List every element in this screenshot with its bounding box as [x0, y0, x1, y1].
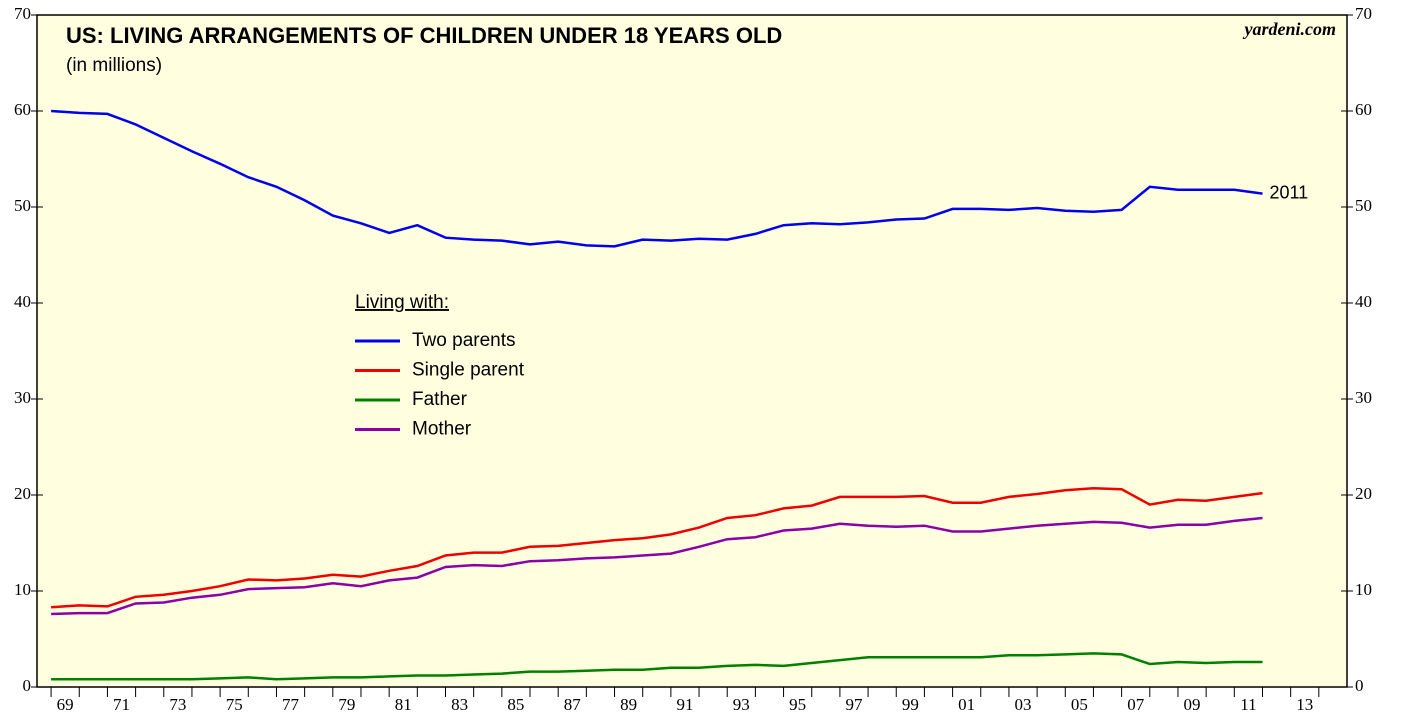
- x-tick-label: 83: [451, 695, 468, 714]
- series-line: [51, 652, 1263, 681]
- y2-tick-label: 10: [1355, 580, 1372, 599]
- x-tick-label: 81: [395, 695, 412, 714]
- x-tick-label: 05: [1071, 695, 1088, 714]
- x-tick-label: 99: [902, 695, 919, 714]
- y-tick-label: 60: [14, 100, 31, 119]
- x-tick-label: 93: [733, 695, 750, 714]
- series-line: [51, 487, 1263, 609]
- y-tick-label: 40: [14, 292, 31, 311]
- chart-title: US: LIVING ARRANGEMENTS OF CHILDREN UNDE…: [66, 23, 782, 48]
- x-tick-label: 87: [564, 695, 582, 714]
- x-tick-label: 07: [1127, 695, 1145, 714]
- source: yardeni.com: [1243, 19, 1337, 39]
- y2-tick-label: 70: [1355, 4, 1372, 23]
- legend-title: Living with:: [355, 292, 449, 313]
- y-tick-label: 30: [14, 388, 31, 407]
- y2-tick-label: 50: [1355, 196, 1372, 215]
- legend-label: Two parents: [412, 330, 516, 351]
- y-tick-label: 20: [14, 484, 31, 503]
- y-tick-label: 10: [14, 580, 31, 599]
- x-tick-label: 77: [282, 695, 300, 714]
- x-tick-label: 79: [338, 695, 355, 714]
- series-line: [51, 109, 1263, 248]
- x-tick-label: 13: [1296, 695, 1313, 714]
- x-tick-label: 11: [1240, 695, 1256, 714]
- x-tick-label: 71: [113, 695, 130, 714]
- y-tick-label: 50: [14, 196, 31, 215]
- series-line: [51, 516, 1263, 616]
- x-tick-label: 97: [845, 695, 863, 714]
- x-tick-label: 01: [958, 695, 975, 714]
- legend-label: Father: [412, 389, 468, 410]
- x-tick-label: 89: [620, 695, 637, 714]
- y2-tick-label: 0: [1355, 676, 1364, 695]
- annotation: 2011: [1269, 182, 1308, 202]
- x-tick-label: 91: [676, 695, 693, 714]
- x-tick-label: 09: [1184, 695, 1201, 714]
- legend-label: Single parent: [412, 360, 525, 381]
- y2-tick-label: 60: [1355, 100, 1372, 119]
- y-tick-label: 70: [14, 4, 31, 23]
- x-tick-label: 85: [507, 695, 524, 714]
- x-tick-label: 75: [226, 695, 243, 714]
- y2-tick-label: 40: [1355, 292, 1372, 311]
- x-tick-label: 73: [169, 695, 186, 714]
- x-tick-label: 03: [1015, 695, 1032, 714]
- y2-tick-label: 20: [1355, 484, 1372, 503]
- legend-label: Mother: [412, 419, 472, 440]
- plot-area: [36, 14, 1348, 688]
- y-tick-label: 0: [23, 676, 32, 695]
- x-tick-label: 69: [57, 695, 74, 714]
- x-tick-label: 95: [789, 695, 806, 714]
- y2-tick-label: 30: [1355, 388, 1372, 407]
- chart-subtitle: (in millions): [66, 55, 162, 76]
